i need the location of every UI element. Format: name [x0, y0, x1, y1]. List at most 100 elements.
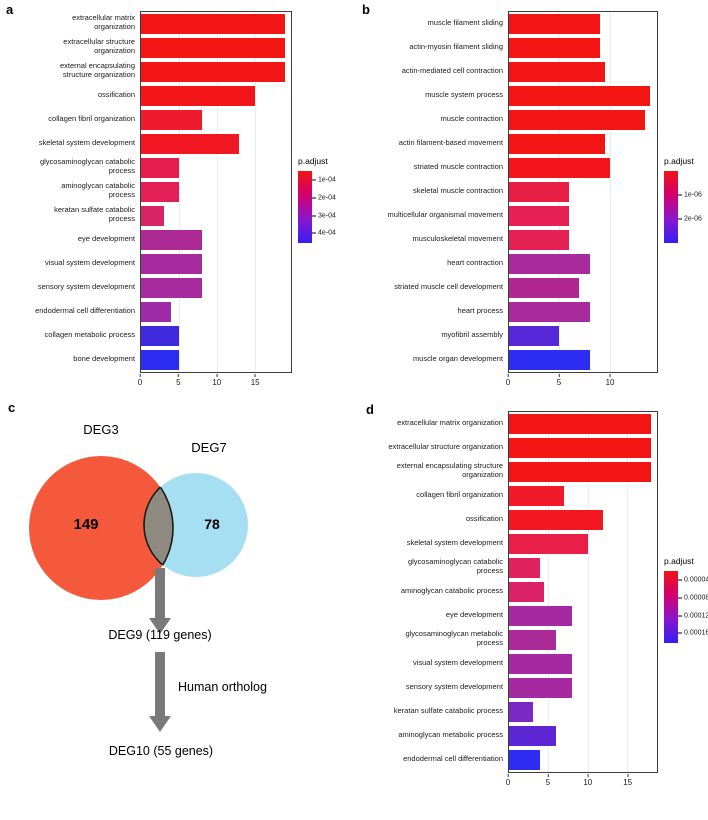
legend-gradient	[664, 571, 678, 643]
bar-row	[141, 12, 291, 36]
category-label: myofibril assembly	[441, 329, 503, 339]
category-label: striated muscle cell development	[394, 281, 503, 291]
bar-row	[141, 252, 291, 276]
bar-row	[141, 60, 291, 84]
bar-row	[509, 132, 657, 156]
plot-area	[140, 11, 292, 373]
category-label: musculoskeletal movement	[412, 233, 503, 243]
gridline	[587, 412, 589, 772]
y-axis-labels: extracellular matrix organization extrace…	[4, 11, 140, 388]
legend-body: 1e-06 2e-06	[664, 171, 702, 243]
bar	[509, 438, 651, 458]
x-tick-label: 0	[137, 378, 143, 387]
bar	[141, 254, 202, 274]
bar	[141, 110, 202, 130]
legend-tick: 4e-04	[312, 229, 336, 236]
panel-a-go-barplot: a extracellular matrix organization extra…	[4, 2, 356, 388]
bar-row	[509, 324, 657, 348]
x-tick-mark	[587, 774, 589, 777]
legend-title: p.adjust	[298, 156, 328, 166]
plot-stack: 0 5 10 15	[137, 11, 292, 388]
category-label: sensory system development	[405, 681, 503, 691]
legend: p.adjust 0.00004 0.00008 0.00012 0.00016	[664, 556, 708, 643]
y-axis-labels: muscle filament sliding actin-myosin fila…	[360, 11, 508, 388]
bar	[141, 134, 240, 154]
x-tick-mark	[558, 374, 560, 377]
legend-tick-mark	[678, 194, 682, 196]
legend-tick: 0.00004	[678, 577, 708, 584]
x-tick-mark	[547, 774, 549, 777]
bar	[509, 534, 588, 554]
category-label: glycosaminoglycan catabolic process	[407, 557, 503, 575]
legend-labels: 1e-04 2e-04 3e-04 4e-04	[312, 171, 356, 243]
bar-row	[509, 108, 657, 132]
bar-row	[509, 532, 657, 556]
x-tick-mark	[507, 774, 509, 777]
bar-row	[509, 556, 657, 580]
bar	[509, 302, 590, 322]
panel-d-go-barplot: d extracellular matrix organization extra…	[364, 402, 708, 788]
bar-row	[141, 180, 291, 204]
plot-stack: 0 5 10 15	[506, 411, 658, 788]
bar	[141, 38, 285, 58]
category-label: skeletal system development	[406, 537, 503, 547]
legend-tick-label: 1e-04	[318, 176, 336, 184]
bar-row	[509, 604, 657, 628]
legend-tick-mark	[678, 615, 682, 617]
category-label: extracellular matrix organization	[72, 13, 135, 31]
x-tick-mark	[177, 374, 179, 377]
bar	[509, 182, 570, 202]
bar-row	[509, 676, 657, 700]
bar-row	[141, 324, 291, 348]
x-tick-mark	[254, 374, 256, 377]
deg10-result-label: DEG10 (55 genes)	[108, 744, 214, 758]
bar	[509, 158, 610, 178]
bar	[509, 86, 650, 106]
category-label: glycosaminoglycan catabolic process	[39, 157, 135, 175]
bar	[141, 158, 179, 178]
venn-left-count: 149	[73, 516, 99, 533]
legend-tick: 2e-06	[678, 216, 702, 223]
bar	[509, 606, 572, 626]
arrow-head	[149, 716, 171, 732]
x-axis: 0 5 10 15	[137, 373, 292, 388]
x-tick-mark	[609, 374, 611, 377]
bar-row	[509, 724, 657, 748]
venn-overlap-outline	[144, 473, 174, 577]
bar	[509, 62, 605, 82]
category-label: muscle system process	[425, 89, 503, 99]
bar	[509, 630, 557, 650]
bar	[141, 62, 285, 82]
legend: p.adjust 1e-06 2e-06	[664, 156, 702, 243]
category-label: aminoglycan catabolic process	[400, 585, 503, 595]
gridline	[216, 12, 218, 372]
category-label: visual system development	[412, 657, 503, 667]
legend-tick: 0.00012	[678, 612, 708, 619]
bar	[509, 230, 570, 250]
legend-tick-mark	[312, 232, 316, 234]
category-label: muscle contraction	[440, 113, 503, 123]
category-label: aminoglycan catabolic process	[61, 181, 135, 199]
legend-tick-mark	[678, 579, 682, 581]
x-tick-label: 10	[605, 378, 615, 387]
x-tick-label: 0	[505, 378, 511, 387]
plot-stack: 0 5 10	[505, 11, 658, 388]
bar-row	[141, 108, 291, 132]
bar	[141, 326, 179, 346]
bar	[509, 134, 605, 154]
bar-row	[509, 580, 657, 604]
category-label: collagen metabolic process	[44, 329, 135, 339]
x-tick-label: 5	[545, 778, 551, 787]
category-label: collagen fibril organization	[416, 489, 503, 499]
bar	[141, 350, 179, 370]
bar	[509, 14, 600, 34]
legend-tick-mark	[312, 197, 316, 199]
bar	[509, 678, 572, 698]
x-axis: 0 5 10 15	[506, 773, 658, 788]
bar-row	[141, 132, 291, 156]
human-ortholog-label: Human ortholog	[178, 680, 267, 694]
x-axis-tick: 10	[605, 374, 615, 387]
venn-right-label: DEG7	[191, 440, 227, 455]
category-label: skeletal system development	[38, 137, 135, 147]
down-arrow-2	[149, 652, 171, 732]
